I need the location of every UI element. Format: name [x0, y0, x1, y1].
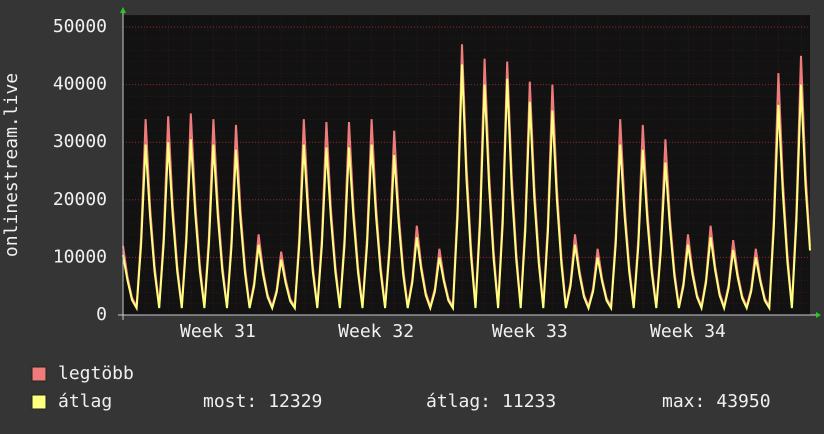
stat-value: 43950 — [716, 391, 770, 412]
legend-label: átlag — [58, 391, 112, 412]
x-tick-label: Week 32 — [338, 321, 414, 342]
stat-value: 11233 — [502, 391, 556, 412]
x-arrow — [816, 312, 821, 318]
y-arrow — [120, 7, 126, 13]
y-tick-label: 10000 — [53, 246, 107, 267]
y-axis-label: onlinestream.live — [1, 73, 22, 257]
stat: átlag: 11233 — [426, 391, 556, 412]
stat: most: 12329 — [203, 391, 322, 412]
y-tick-label: 50000 — [53, 16, 107, 37]
x-tick-label: Week 33 — [492, 321, 568, 342]
legend: legtöbb átlag most: 12329 átlag: 11233 max: 439… — [31, 363, 771, 412]
stat: max: 43950 — [662, 391, 771, 412]
stat-label: átlag: — [426, 391, 491, 412]
lines — [122, 44, 811, 312]
x-tick-label: Week 34 — [650, 321, 726, 342]
stat-value: 12329 — [268, 391, 322, 412]
labels: 0 10000 20000 30000 40000 50000 Week 31 Week 32… — [53, 16, 726, 342]
x-tick-label: Week 31 — [180, 321, 256, 342]
y-tick-label: 0 — [96, 304, 107, 325]
series-line — [122, 64, 811, 312]
legend-swatch — [31, 366, 47, 382]
y-tick-label: 30000 — [53, 131, 107, 152]
legend-label: legtöbb — [58, 363, 134, 384]
y-tick-label: 40000 — [53, 74, 107, 95]
legend-swatch — [31, 394, 47, 410]
stat-label: most: — [203, 391, 257, 412]
stat-label: max: — [662, 391, 705, 412]
y-tick-label: 20000 — [53, 189, 107, 210]
